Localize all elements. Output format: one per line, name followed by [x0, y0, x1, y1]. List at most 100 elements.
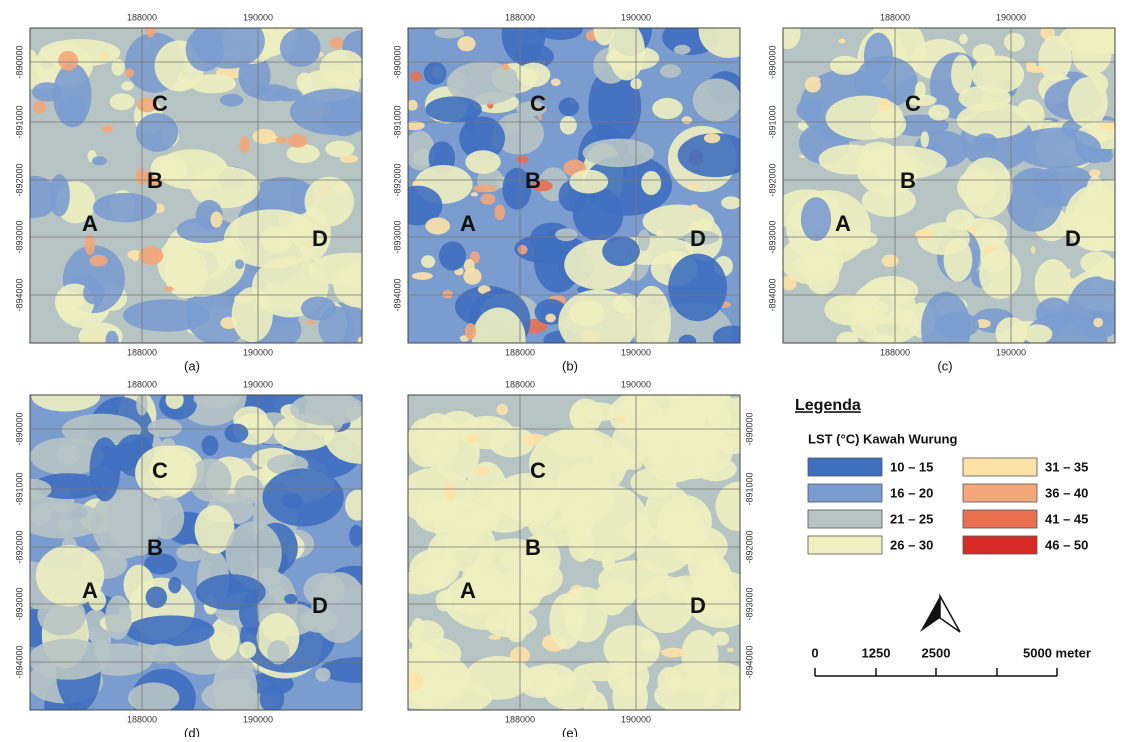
raster-patch: [957, 102, 1030, 138]
y-grid-label: -891000: [392, 105, 402, 138]
point-label: A: [82, 578, 98, 603]
raster-patch: [262, 468, 343, 526]
y-grid-label: -893000: [14, 220, 24, 253]
raster-patch: [721, 196, 741, 209]
raster-patch: [810, 77, 821, 81]
raster-patch: [305, 177, 354, 227]
raster-patch: [90, 255, 108, 267]
legend-swatch: [808, 510, 882, 528]
point-label: B: [147, 535, 163, 560]
raster-patch: [550, 519, 566, 531]
raster-patch: [330, 37, 345, 49]
raster-patch: [473, 467, 491, 475]
raster-patch: [519, 666, 561, 698]
x-grid-label: 190000: [621, 379, 651, 389]
raster-patch: [90, 437, 121, 501]
y-grid-label: -894000: [14, 278, 24, 311]
raster-patch: [951, 55, 972, 95]
raster-patch: [407, 100, 417, 111]
raster-patch: [494, 473, 562, 521]
raster-patch: [472, 307, 526, 371]
raster-patch: [494, 205, 505, 220]
raster-patch: [232, 287, 273, 342]
raster-patch: [105, 331, 118, 352]
y-grid-label: -894000: [744, 645, 754, 678]
raster-patch: [921, 131, 930, 147]
panel-caption: (c): [937, 358, 952, 373]
raster-patch: [560, 116, 577, 134]
raster-patch: [959, 34, 968, 45]
raster-patch: [565, 587, 608, 643]
raster-patch: [425, 96, 481, 122]
raster-patch: [111, 59, 124, 76]
point-label: B: [525, 535, 541, 560]
raster-patch: [85, 234, 95, 255]
y-grid-label: -890000: [14, 412, 24, 445]
raster-patch: [418, 638, 462, 670]
legend-swatch: [963, 484, 1037, 502]
raster-patch: [110, 93, 135, 110]
map-panel: 188000188000190000190000-890000-891000-8…: [0, 365, 399, 737]
raster-patch: [168, 577, 181, 593]
raster-patch: [202, 435, 219, 456]
legend: Legenda LST (°C) Kawah Wurung 0 1250 250…: [795, 397, 1091, 676]
raster-patch: [551, 79, 561, 86]
panel-caption: (e): [562, 725, 578, 737]
y-grid-label: -890000: [392, 45, 402, 78]
point-label: C: [152, 458, 168, 483]
scale-label: 1250: [862, 645, 891, 660]
x-grid-label: 188000: [880, 347, 910, 357]
raster-patch: [350, 280, 369, 287]
raster-patch: [1068, 77, 1108, 128]
raster-patch: [424, 62, 447, 85]
raster-patch: [92, 156, 107, 165]
raster: [371, 370, 770, 729]
raster-patch: [518, 245, 528, 255]
raster-patch: [53, 63, 92, 127]
legend-swatch: [808, 484, 882, 502]
raster-patch: [439, 241, 466, 270]
raster-patch: [325, 141, 354, 157]
point-label: A: [835, 211, 851, 236]
point-label: A: [82, 211, 98, 236]
raster-patch: [290, 89, 380, 135]
north-arrow: [920, 596, 960, 632]
raster-patch: [408, 671, 423, 690]
x-grid-label: 188000: [505, 12, 535, 22]
raster-patch: [502, 64, 509, 71]
raster-patch: [801, 197, 831, 241]
raster-patch: [31, 382, 100, 412]
raster-patch: [287, 144, 320, 163]
raster-patch: [484, 609, 537, 638]
legend-swatch: [808, 536, 882, 554]
raster-patch: [1023, 324, 1052, 343]
scale-bar: [815, 668, 1057, 676]
y-grid-label: -893000: [14, 587, 24, 620]
raster-patch: [972, 56, 1025, 94]
raster-patch: [652, 98, 682, 119]
legend-label: 36 – 40: [1045, 485, 1088, 500]
raster-patch: [29, 639, 109, 680]
raster-patch: [224, 209, 320, 268]
y-grid-label: -893000: [392, 220, 402, 253]
x-grid-label: 188000: [127, 347, 157, 357]
point-label: C: [530, 458, 546, 483]
raster-patch: [864, 276, 919, 305]
raster-patch: [699, 3, 759, 58]
raster-patch: [125, 69, 134, 78]
raster-patch: [839, 39, 846, 44]
y-grid-label: -892000: [767, 163, 777, 196]
y-grid-label: -892000: [392, 163, 402, 196]
raster-patch: [421, 255, 435, 268]
raster-patch: [411, 618, 424, 639]
raster-patch: [871, 110, 907, 138]
raster-patch: [1031, 246, 1035, 254]
raster-patch: [267, 640, 289, 664]
raster: [393, 2, 759, 371]
raster-patch: [1026, 66, 1047, 73]
raster-patch: [704, 676, 754, 722]
raster-patch: [284, 594, 297, 604]
raster: [2, 9, 394, 357]
raster-patch: [661, 648, 685, 658]
raster-patch: [928, 105, 949, 121]
